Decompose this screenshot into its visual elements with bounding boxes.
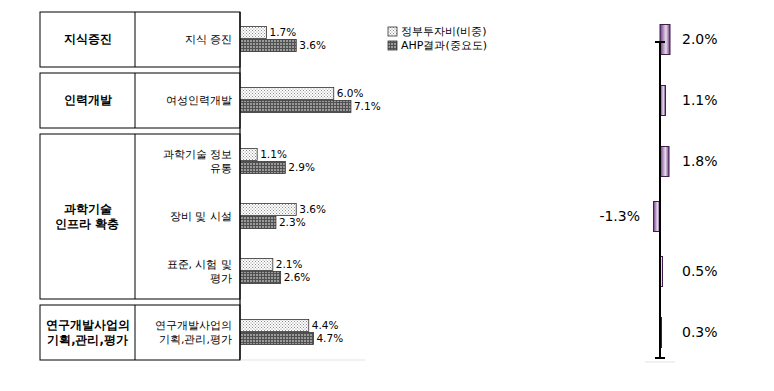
group-box bbox=[40, 134, 240, 299]
category-label: 지식 증진 bbox=[185, 33, 233, 46]
data-label: 0.3% bbox=[682, 324, 718, 340]
data-label: -1.3% bbox=[599, 208, 640, 224]
axis-range-line bbox=[645, 362, 675, 363]
axis-cap bbox=[655, 357, 665, 359]
bar bbox=[660, 147, 669, 177]
legend-swatch bbox=[388, 27, 397, 36]
text-line: 평가 bbox=[210, 272, 232, 285]
data-label: 1.1% bbox=[682, 92, 718, 108]
category-label: 표준, 시험 및평가 bbox=[167, 258, 233, 285]
axis-line bbox=[239, 12, 240, 360]
text-line: 지식 증진 bbox=[185, 33, 233, 46]
group-divider bbox=[135, 12, 136, 67]
bar bbox=[240, 27, 267, 39]
data-label: 2.6% bbox=[284, 271, 311, 283]
category-label: 장비 및 시설 bbox=[170, 210, 232, 223]
data-label: 2.1% bbox=[276, 258, 303, 270]
bar bbox=[240, 204, 296, 216]
group-divider bbox=[135, 134, 136, 299]
group-divider bbox=[135, 73, 136, 128]
data-label: 3.6% bbox=[299, 39, 326, 51]
category-label: 연구개발사업의기획,관리,평가 bbox=[155, 319, 232, 346]
group-box bbox=[40, 12, 240, 67]
data-label: 0.5% bbox=[682, 263, 718, 279]
bar bbox=[240, 217, 276, 229]
data-label: 2.0% bbox=[682, 31, 718, 47]
bar bbox=[240, 320, 309, 332]
data-label: 1.8% bbox=[682, 153, 718, 169]
data-label: 4.7% bbox=[316, 332, 343, 344]
data-label: 6.0% bbox=[337, 87, 364, 99]
text-line: 과학기술 정보 bbox=[163, 148, 233, 161]
data-label: 7.1% bbox=[354, 100, 381, 112]
text-line: 유통 bbox=[210, 162, 232, 175]
group-divider bbox=[135, 305, 136, 360]
data-label: 2.9% bbox=[288, 161, 315, 173]
text-line: 인프라 확충 bbox=[55, 217, 119, 231]
text-line: 연구개발사업의 bbox=[46, 318, 130, 332]
bar bbox=[660, 25, 670, 55]
text-line: 연구개발사업의 bbox=[155, 319, 232, 332]
bars bbox=[654, 25, 671, 348]
data-label: 2.3% bbox=[279, 216, 306, 228]
bar bbox=[240, 162, 285, 174]
category-label: 과학기술 정보유통 bbox=[163, 148, 233, 175]
text-line: 과학기술 bbox=[64, 202, 112, 216]
axis-cap bbox=[655, 41, 665, 43]
bar bbox=[240, 259, 273, 271]
text-line: 기획,관리,평가 bbox=[47, 333, 128, 347]
legend-label: AHP결과(중요도) bbox=[401, 39, 487, 52]
text-line: 여성인력개발 bbox=[166, 94, 232, 107]
bar bbox=[240, 40, 296, 52]
bar bbox=[240, 149, 257, 161]
chart-difference: 2.0% 1.1% 1.8% -1.3% 0.5% 0.3% bbox=[599, 25, 717, 363]
text-line: 장비 및 시설 bbox=[170, 210, 232, 223]
legend: 정부투자비(비중)AHP결과(중요도) bbox=[388, 25, 487, 52]
text-line: 인력개발 bbox=[64, 93, 112, 107]
chart-main: 지식증진인력개발과학기술인프라 확충연구개발사업의기획,관리,평가지식 증진여성… bbox=[40, 12, 381, 360]
group-box bbox=[40, 305, 240, 360]
legend-label: 정부투자비(비중) bbox=[401, 25, 487, 38]
group-label: 지식증진 bbox=[64, 32, 112, 46]
category-label: 여성인력개발 bbox=[166, 94, 232, 107]
data-label: 4.4% bbox=[312, 319, 339, 331]
group-label: 과학기술인프라 확충 bbox=[55, 202, 119, 231]
axis-line bbox=[659, 42, 661, 358]
group-label: 연구개발사업의기획,관리,평가 bbox=[46, 318, 130, 347]
bars bbox=[240, 27, 351, 345]
group-label: 인력개발 bbox=[64, 93, 112, 107]
data-label: 1.7% bbox=[270, 26, 297, 38]
group-box bbox=[40, 73, 240, 128]
data-label: 1.1% bbox=[260, 148, 287, 160]
data-label: 3.6% bbox=[299, 203, 326, 215]
text-line: 기획,관리,평가 bbox=[159, 333, 232, 346]
axis-range-line bbox=[240, 360, 365, 361]
bar bbox=[240, 88, 334, 100]
chart-canvas: 지식증진인력개발과학기술인프라 확충연구개발사업의기획,관리,평가지식 증진여성… bbox=[0, 0, 774, 391]
bar bbox=[240, 101, 351, 113]
text-line: 표준, 시험 및 bbox=[167, 258, 233, 271]
bar bbox=[240, 333, 313, 345]
bar bbox=[240, 272, 281, 284]
legend-swatch bbox=[388, 41, 397, 50]
text-line: 지식증진 bbox=[64, 32, 112, 46]
